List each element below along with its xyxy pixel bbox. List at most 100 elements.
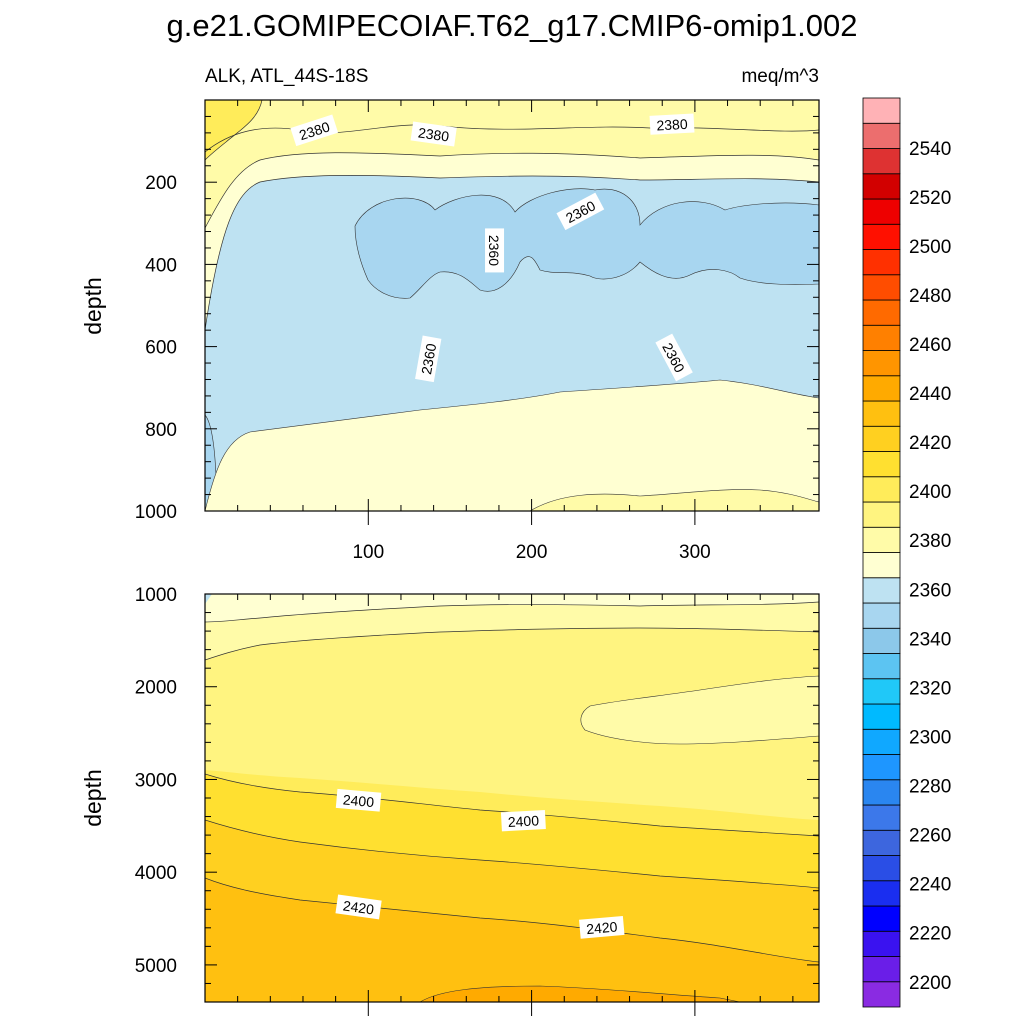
units-subtitle: meq/m^3 <box>741 66 819 87</box>
lower-contour-labels: 2400 2400 2420 2420 <box>335 788 625 939</box>
colorbar-label: 2520 <box>909 188 951 209</box>
colorbar-label: 2400 <box>909 482 951 503</box>
contour-label: 2420 <box>335 894 382 920</box>
colorbar-swatch <box>862 754 901 781</box>
contour-label-background <box>290 114 339 147</box>
colorbar-swatch <box>862 829 901 856</box>
contour-label-background <box>415 335 442 383</box>
y-tick-label: 3000 <box>135 770 177 791</box>
upper-band-2390-2400 <box>205 100 819 152</box>
colorbar-swatch <box>862 526 901 553</box>
contour-label-text: 2360 <box>418 342 439 376</box>
upper-deep-2370-2380 <box>205 379 819 511</box>
colorbar-swatch <box>862 552 901 579</box>
upper-contour-line-4 <box>205 100 263 161</box>
variable-region-subtitle: ALK, ATL_44S-18S <box>205 66 368 87</box>
y-tick-label: 1000 <box>135 585 177 606</box>
lower-contour-line-1 <box>205 601 819 623</box>
contour-label: 2400 <box>500 810 546 832</box>
lower-y-axis-label: depth <box>80 769 106 827</box>
contour-label-background <box>556 192 605 231</box>
colorbar-swatch <box>862 855 901 882</box>
lower-band-2430-2440 <box>419 985 741 1002</box>
upper-tick-marks <box>205 99 819 525</box>
contour-label-background <box>410 121 457 147</box>
colorbar-label: 2360 <box>909 580 951 601</box>
upper-blobs-2350-2360 <box>354 188 819 299</box>
colorbar-swatch <box>862 198 901 225</box>
colorbar-swatch <box>862 249 901 276</box>
colorbar-swatch <box>862 956 901 983</box>
lower-y-tick-labels: 1000 2000 3000 4000 5000 <box>135 585 177 977</box>
upper-y-tick-labels: 200 400 600 800 1000 <box>135 173 177 523</box>
upper-band-2370-2380 <box>205 152 819 330</box>
colorbar-swatch <box>862 653 901 680</box>
contour-label-background <box>335 894 382 920</box>
colorbar-swatch <box>862 375 901 402</box>
y-tick-label: 600 <box>145 338 177 359</box>
lower-panel: 1000 2000 3000 4000 5000 2400 2400 2420 2420 de… <box>80 585 820 1016</box>
contour-label-background <box>335 788 382 812</box>
colorbar-label: 2380 <box>909 531 951 552</box>
colorbar-swatch <box>862 627 901 654</box>
x-tick-label: 100 <box>352 542 384 563</box>
colorbar-swatch <box>862 476 901 503</box>
contour-label-background <box>500 810 546 832</box>
colorbar-label: 2320 <box>909 678 951 699</box>
upper-plot-frame <box>204 99 820 512</box>
contour-label: 2380 <box>410 121 457 147</box>
y-tick-label: 800 <box>145 420 177 441</box>
y-tick-label: 200 <box>145 173 177 194</box>
upper-corner-2400-2410 <box>205 100 262 160</box>
colorbar-swatch <box>862 577 901 604</box>
contour-label-text: 2360 <box>486 235 502 266</box>
upper-contour-fill <box>205 100 819 511</box>
lower-contour-line-4 <box>205 819 819 889</box>
upper-y-axis-label: depth <box>80 277 106 335</box>
contour-label: 2380 <box>649 113 695 135</box>
colorbar-swatch <box>862 425 901 452</box>
colorbar-label: 2540 <box>909 139 951 160</box>
contour-label-text: 2380 <box>656 116 688 134</box>
lower-contour-fill <box>205 594 819 1002</box>
contour-label: 2360 <box>485 228 505 273</box>
contour-label: 2420 <box>579 915 625 939</box>
colorbar-swatch <box>862 728 901 755</box>
colorbar-swatch <box>862 299 901 326</box>
colorbar-label: 2220 <box>909 924 951 945</box>
y-tick-label: 2000 <box>135 678 177 699</box>
colorbar-label: 2240 <box>909 875 951 896</box>
contour-label-text: 2400 <box>507 812 539 830</box>
upper-band-2390-lower <box>205 124 819 228</box>
contour-label-text: 2420 <box>342 897 375 917</box>
contour-label-background <box>579 915 625 939</box>
colorbar-swatch <box>862 324 901 351</box>
x-tick-label: 200 <box>516 542 548 563</box>
colorbar-swatch <box>862 880 901 907</box>
colorbar-swatch <box>862 223 901 250</box>
colorbar-label: 2480 <box>909 286 951 307</box>
colorbar-label: 2200 <box>909 973 951 994</box>
colorbar-swatch <box>862 350 901 377</box>
contour-label-background <box>655 333 693 382</box>
upper-deep-2380-2390 <box>529 489 819 511</box>
y-tick-label: 400 <box>145 255 177 276</box>
colorbar-label: 2420 <box>909 433 951 454</box>
colorbar-swatch <box>862 981 901 1008</box>
x-tick-label: 300 <box>679 542 711 563</box>
chart-title: g.e21.GOMIPECOIAF.T62_g17.CMIP6-omip1.00… <box>167 8 858 43</box>
upper-contour-line-1 <box>205 124 819 153</box>
colorbar-swatch <box>862 274 901 301</box>
lower-contour-line-2 <box>205 627 819 661</box>
colorbar-swatch <box>862 451 901 478</box>
lower-band-2390-2400 <box>205 628 819 820</box>
lower-tongue-2380-2390 <box>580 675 819 745</box>
colorbar-swatch <box>862 905 901 932</box>
colorbar-swatch <box>862 501 901 528</box>
colorbar-swatch <box>862 148 901 175</box>
lower-tick-marks <box>205 593 819 1016</box>
colorbar-swatch <box>862 678 901 705</box>
